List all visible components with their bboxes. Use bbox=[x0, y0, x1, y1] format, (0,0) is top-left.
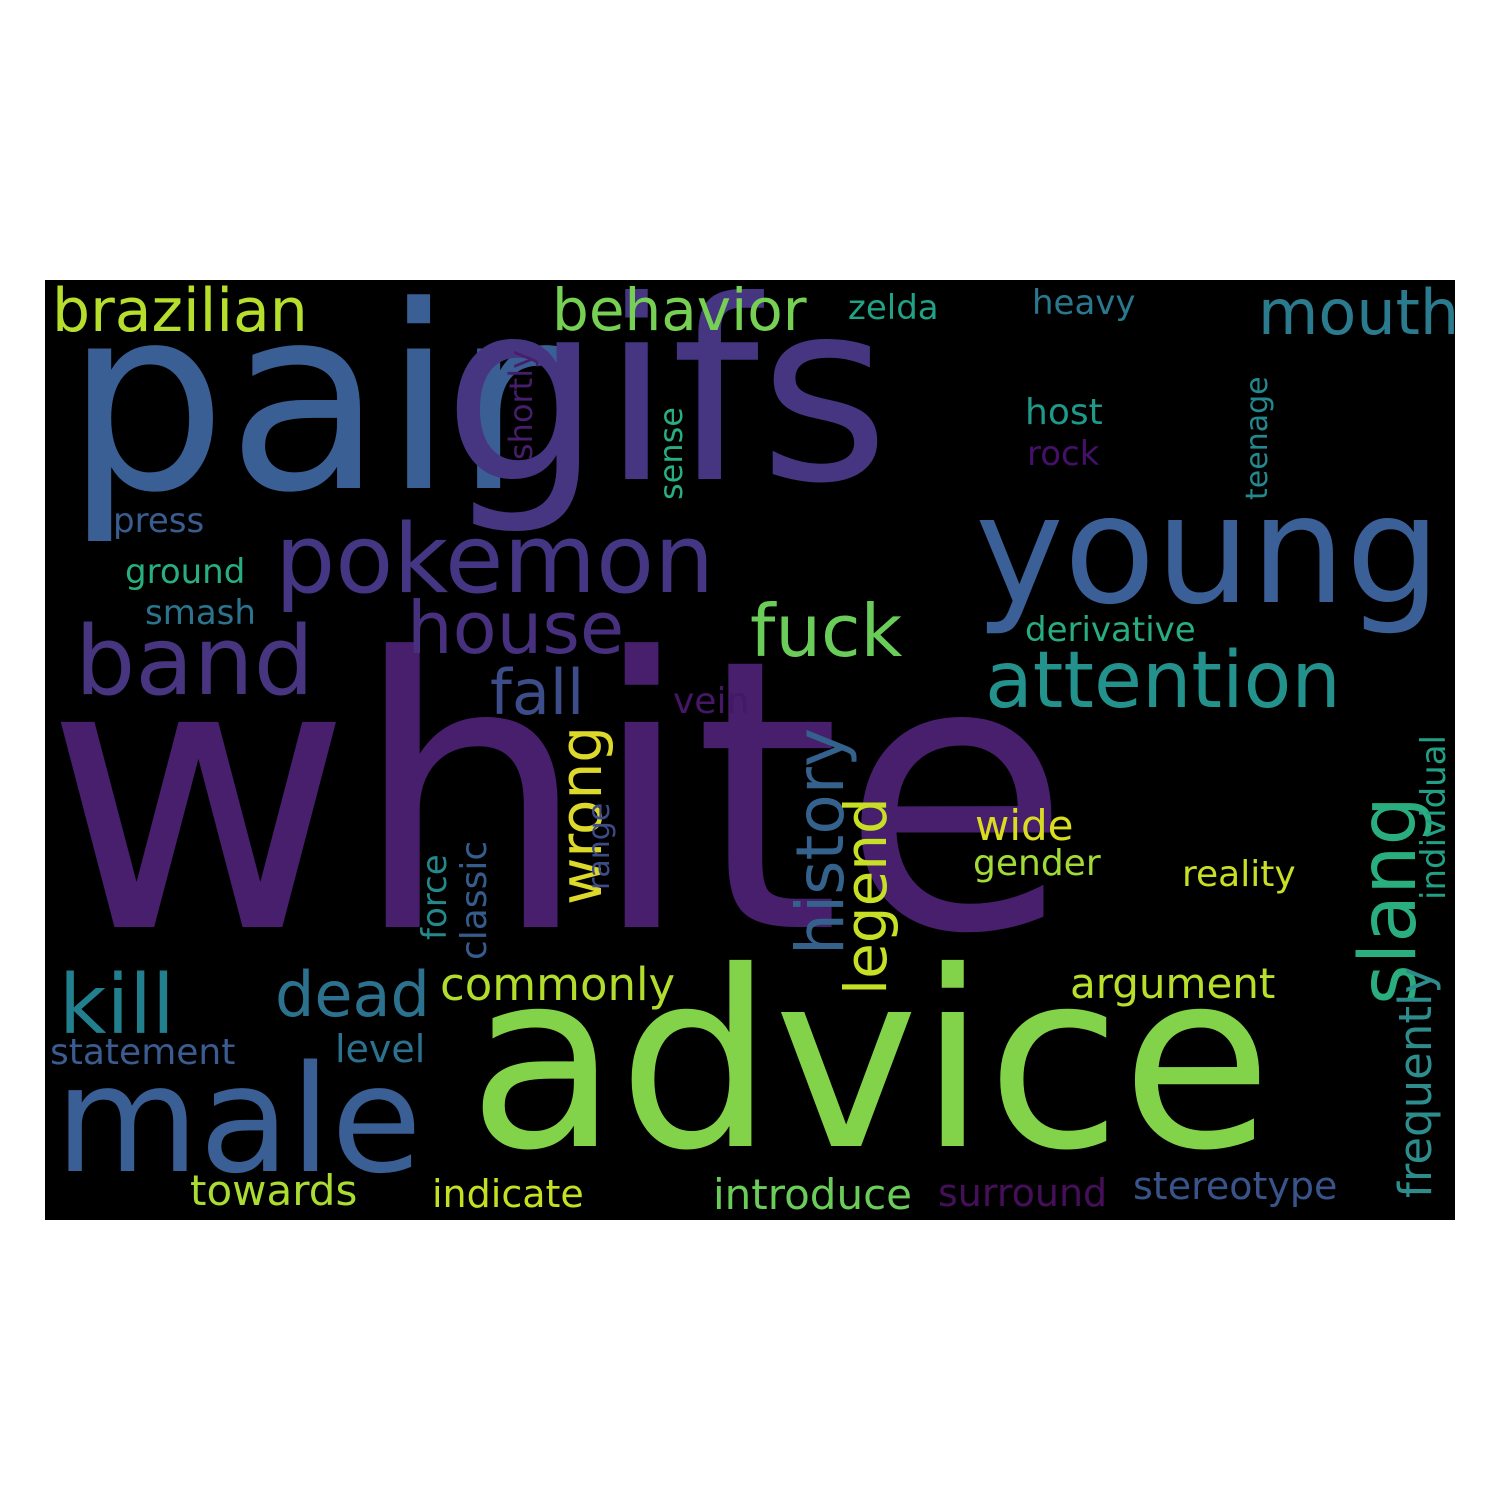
word-force: force bbox=[415, 854, 455, 940]
word-ground: ground bbox=[125, 552, 246, 592]
word-teenage: teenage bbox=[1240, 376, 1275, 500]
word-stereotype: stereotype bbox=[1133, 1164, 1338, 1208]
word-shortly: shortly bbox=[502, 349, 540, 460]
word-gender: gender bbox=[973, 843, 1101, 884]
word-commonly: commonly bbox=[440, 958, 676, 1011]
word-introduce: introduce bbox=[713, 1170, 913, 1219]
word-host: host bbox=[1025, 392, 1103, 433]
word-pokemon: pokemon bbox=[275, 505, 715, 615]
word-advice: advice bbox=[468, 919, 1273, 1204]
word-range: range bbox=[582, 802, 617, 890]
word-dead: dead bbox=[275, 958, 430, 1031]
word-reality: reality bbox=[1182, 854, 1296, 895]
word-brazilian: brazilian bbox=[52, 280, 308, 346]
word-argument: argument bbox=[1070, 959, 1276, 1008]
word-gifs: gifs bbox=[443, 280, 890, 538]
word-fall: fall bbox=[490, 656, 585, 729]
word-individual: individual bbox=[1414, 734, 1454, 900]
word-heavy: heavy bbox=[1032, 283, 1136, 323]
word-cloud: pair gifs white advice young pokemon mal… bbox=[45, 280, 1455, 1220]
word-attention: attention bbox=[985, 636, 1341, 726]
word-surround: surround bbox=[938, 1171, 1108, 1215]
word-press: press bbox=[113, 501, 205, 541]
word-frequently: frequently bbox=[1389, 966, 1442, 1198]
word-kill: kill bbox=[59, 958, 175, 1053]
word-male: male bbox=[55, 1034, 423, 1206]
word-behavior: behavior bbox=[552, 280, 807, 344]
word-house: house bbox=[407, 586, 625, 670]
word-white: white bbox=[45, 580, 1072, 1016]
word-sense: sense bbox=[652, 407, 690, 500]
word-vein: vein bbox=[673, 681, 750, 722]
word-fuck: fuck bbox=[750, 589, 903, 673]
word-level: level bbox=[335, 1027, 426, 1071]
word-towards: towards bbox=[190, 1166, 358, 1215]
word-band: band bbox=[75, 607, 315, 717]
word-derivative: derivative bbox=[1025, 610, 1196, 650]
word-indicate: indicate bbox=[432, 1172, 584, 1216]
word-rock: rock bbox=[1027, 434, 1100, 474]
word-young: young bbox=[975, 464, 1441, 638]
word-mouth: mouth bbox=[1258, 280, 1455, 349]
word-legend: legend bbox=[832, 797, 900, 995]
word-pair: pair bbox=[65, 280, 559, 549]
word-zelda: zelda bbox=[848, 288, 939, 328]
word-statement: statement bbox=[50, 1032, 236, 1073]
word-classic: classic bbox=[454, 840, 495, 960]
word-smash: smash bbox=[145, 593, 256, 633]
word-wide: wide bbox=[975, 801, 1074, 850]
